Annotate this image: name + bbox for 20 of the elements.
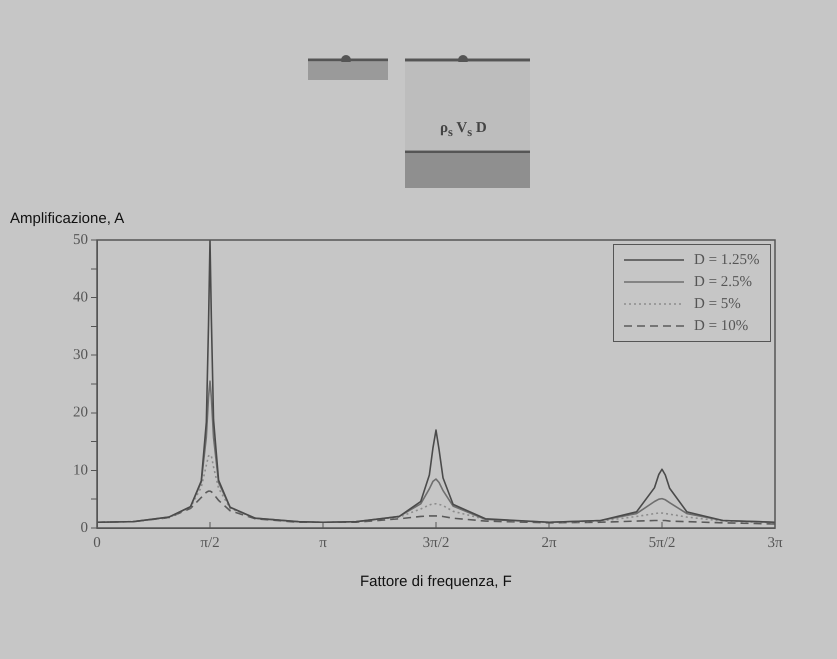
- y-tick-label: 0: [80, 520, 88, 536]
- x-tick-label: 5π/2: [648, 534, 676, 551]
- text: ρ$_{s}$ V$_{s}$ D: [440, 120, 487, 140]
- y-tick-label: 10: [73, 462, 88, 478]
- legend-label: D = 1.25%: [694, 252, 760, 268]
- x-axis-title: Fattore di frequenza, F: [360, 573, 512, 590]
- legend-label: D = 10%: [694, 318, 748, 334]
- x-tick-label: π: [319, 534, 328, 551]
- x-tick-label: 3π/2: [422, 534, 450, 551]
- x-tick-label: 3π: [767, 534, 783, 551]
- x-tick-label: 2π: [541, 534, 557, 551]
- x-tick-label: 0: [93, 534, 101, 551]
- legend-label: D = 2.5%: [694, 274, 752, 290]
- y-tick-label: 20: [73, 404, 88, 421]
- x-tick-label: π/2: [200, 534, 220, 551]
- legend-label: D = 5%: [694, 296, 741, 312]
- y-tick-label: 50: [73, 232, 88, 248]
- y-tick-label: 40: [73, 290, 88, 306]
- y-axis-title: Amplificazione, A: [10, 210, 124, 227]
- y-tick-label: 30: [73, 347, 88, 364]
